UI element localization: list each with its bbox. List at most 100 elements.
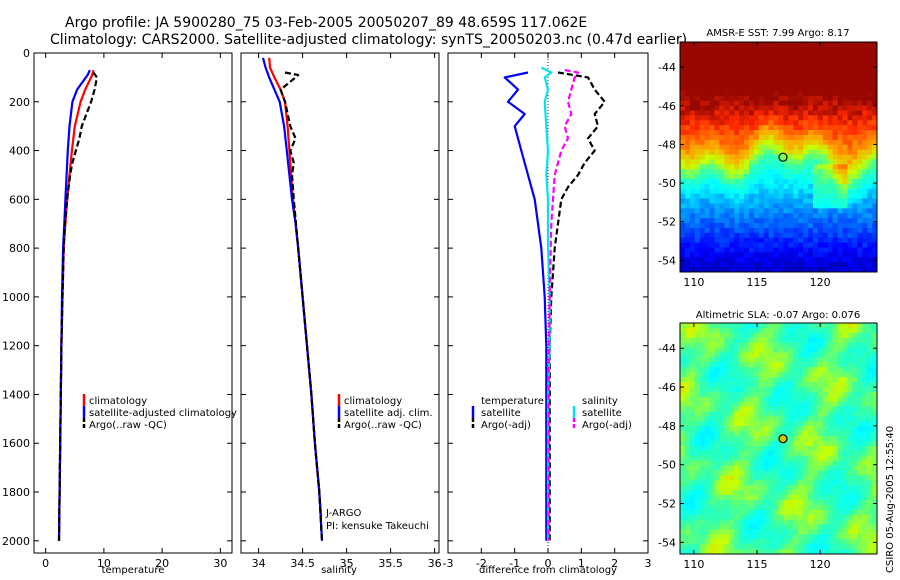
sla-cell xyxy=(680,514,686,521)
sla-cell xyxy=(744,480,750,486)
sla-cell xyxy=(768,539,775,545)
sst-cell xyxy=(758,223,765,229)
sla-cell xyxy=(832,381,839,388)
sst-cell xyxy=(817,262,824,268)
sla-cell xyxy=(684,372,691,378)
sla-cell xyxy=(872,367,877,373)
sla-cell xyxy=(744,416,750,422)
sst-cell xyxy=(803,169,809,175)
sst-cell xyxy=(768,198,775,205)
sla-cell xyxy=(827,495,834,501)
sla-cell xyxy=(714,372,720,378)
sla-cell xyxy=(778,372,785,378)
sla-cell xyxy=(694,450,701,457)
sst-cell xyxy=(719,46,725,53)
sst-cell xyxy=(862,134,868,141)
sla-cell xyxy=(763,362,770,368)
sst-cell xyxy=(744,218,750,224)
difference-legend-temperature-header: temperature xyxy=(481,396,544,407)
sst-cell xyxy=(734,208,740,214)
sst-cell xyxy=(778,144,785,151)
sst-cell xyxy=(709,252,716,258)
sla-cell xyxy=(862,455,868,462)
sst-cell xyxy=(773,188,780,195)
sla-cell xyxy=(837,327,844,334)
sla-cell xyxy=(719,362,725,368)
sla-cell xyxy=(798,529,804,535)
sla-cell xyxy=(758,362,765,368)
sla-cell xyxy=(867,534,873,540)
sla-cell xyxy=(734,470,740,476)
sst-cell xyxy=(778,100,785,107)
sla-cell xyxy=(812,445,819,452)
sla-cell xyxy=(862,327,868,334)
sst-cell xyxy=(773,71,780,77)
sst-cell xyxy=(867,61,873,68)
sla-cell xyxy=(699,386,706,393)
sst-cell xyxy=(694,134,701,141)
sla-cell xyxy=(832,514,839,521)
sst-cell xyxy=(694,242,701,249)
sla-cell xyxy=(709,519,716,526)
sst-cell xyxy=(699,134,706,141)
sla-cell xyxy=(793,470,799,476)
sst-cell xyxy=(867,208,873,214)
sla-cell xyxy=(862,431,868,437)
sst-cell xyxy=(872,232,877,239)
sla-cell xyxy=(867,332,873,339)
sla-cell xyxy=(689,485,696,491)
sst-cell xyxy=(748,247,755,254)
sla-cell xyxy=(714,534,720,540)
sla-ytick-label: -48 xyxy=(658,420,676,433)
sst-cell xyxy=(729,139,735,146)
sla-cell xyxy=(714,401,720,408)
sla-cell xyxy=(817,480,824,486)
sst-cell xyxy=(817,237,824,244)
sla-cell xyxy=(798,534,804,540)
sla-cell xyxy=(748,485,755,491)
sst-cell xyxy=(867,164,873,170)
sla-cell xyxy=(837,475,844,481)
sst-cell xyxy=(788,247,794,254)
sst-cell xyxy=(852,232,858,239)
sla-cell xyxy=(867,411,873,417)
sla-cell xyxy=(709,465,716,472)
sla-cell xyxy=(812,480,819,486)
sla-cell xyxy=(832,406,839,413)
sla-cell xyxy=(714,406,720,413)
sst-cell xyxy=(812,183,819,190)
sst-cell xyxy=(783,227,789,234)
sst-cell xyxy=(694,76,701,82)
sst-cell xyxy=(778,125,785,131)
sst-cell xyxy=(862,203,868,209)
sla-cell xyxy=(857,455,863,462)
sst-cell xyxy=(822,149,829,156)
sla-cell xyxy=(719,391,725,398)
sst-cell xyxy=(857,262,863,268)
sst-cell xyxy=(729,242,735,249)
sla-cell xyxy=(872,465,877,472)
sla-cell xyxy=(867,381,873,388)
sst-cell xyxy=(837,198,844,205)
sla-cell xyxy=(729,332,735,339)
sla-cell xyxy=(793,436,799,442)
sst-cell xyxy=(832,208,839,214)
sla-cell xyxy=(847,460,853,467)
sla-cell xyxy=(817,332,824,339)
sla-cell xyxy=(763,524,770,531)
sla-cell xyxy=(827,485,834,491)
sla-cell xyxy=(748,367,755,373)
sla-cell xyxy=(783,327,789,334)
sla-cell xyxy=(872,396,877,403)
sla-cell xyxy=(719,495,725,501)
sla-cell xyxy=(788,455,794,462)
sla-cell xyxy=(793,549,799,554)
sst-cell xyxy=(704,227,711,234)
sst-cell xyxy=(832,174,839,180)
sst-cell xyxy=(704,154,711,161)
sst-cell xyxy=(862,51,868,58)
sst-cell xyxy=(812,203,819,209)
sst-cell xyxy=(739,203,745,209)
sla-cell xyxy=(778,377,785,383)
sla-cell xyxy=(724,406,730,413)
